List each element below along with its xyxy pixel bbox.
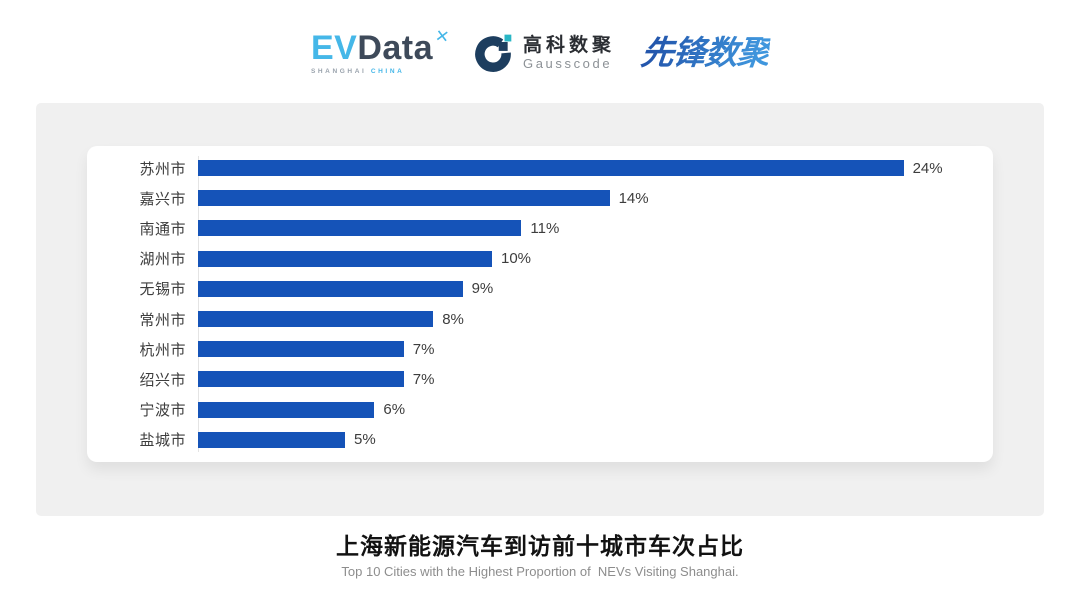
bar-track: 24% bbox=[198, 160, 943, 177]
bar-category-label: 盐城市 bbox=[139, 432, 186, 450]
bar-track: 8% bbox=[198, 311, 464, 328]
evdata-subtext: SHANGHAI CHINA bbox=[311, 68, 404, 75]
bar-category-label: 无锡市 bbox=[139, 281, 186, 299]
bar-value-label: 24% bbox=[912, 159, 943, 177]
bar-track: 11% bbox=[198, 220, 559, 237]
bar-track: 14% bbox=[198, 190, 649, 207]
evdata-wordmark: EVData bbox=[311, 31, 433, 65]
chart-card: 苏州市 24% 嘉兴市 14% 南通市 11% 湖州市 10% 无锡市 9% bbox=[87, 146, 993, 462]
chart-row: 常州市 8% bbox=[87, 304, 993, 334]
bar-chart: 苏州市 24% 嘉兴市 14% 南通市 11% 湖州市 10% 无锡市 9% bbox=[87, 153, 993, 455]
bar bbox=[198, 190, 610, 207]
bar-category-label: 宁波市 bbox=[139, 402, 186, 420]
chart-row: 杭州市 7% bbox=[87, 334, 993, 364]
bar-value-label: 14% bbox=[618, 189, 649, 207]
xianfeng-shuju-logo: 先锋数聚 bbox=[639, 34, 772, 71]
header-logos: EVData ✕ SHANGHAI CHINA 高科数聚 Gausscode 先… bbox=[0, 22, 1080, 84]
bar-value-label: 7% bbox=[412, 370, 435, 388]
bar-track: 10% bbox=[198, 250, 531, 267]
bar bbox=[198, 371, 404, 388]
chart-row: 湖州市 10% bbox=[87, 244, 993, 274]
evdata-subtext-shanghai: SHANGHAI bbox=[310, 68, 367, 75]
chart-title: 上海新能源汽车到访前十城市车次占比 bbox=[336, 533, 744, 559]
gausscode-g-icon bbox=[475, 34, 512, 72]
chart-row: 嘉兴市 14% bbox=[87, 183, 993, 213]
gausscode-logo: 高科数聚 Gausscode bbox=[473, 32, 615, 74]
gausscode-text: 高科数聚 Gausscode bbox=[523, 35, 615, 71]
bar-track: 6% bbox=[198, 401, 405, 418]
evdata-ev-text: EV bbox=[310, 29, 358, 67]
bar bbox=[198, 280, 463, 297]
evdata-data-text: Data bbox=[357, 29, 434, 67]
chart-subtitle: Top 10 Cities with the Highest Proportio… bbox=[341, 564, 739, 579]
bar bbox=[198, 311, 434, 328]
chart-row: 绍兴市 7% bbox=[87, 364, 993, 394]
bar-track: 7% bbox=[198, 371, 434, 388]
bar-value-label: 7% bbox=[412, 340, 435, 358]
chart-row: 无锡市 9% bbox=[87, 274, 993, 304]
chart-row: 苏州市 24% bbox=[87, 153, 993, 183]
chart-row: 宁波市 6% bbox=[87, 395, 993, 425]
bar-track: 5% bbox=[198, 431, 376, 448]
bar-track: 9% bbox=[198, 280, 493, 297]
bar-value-label: 9% bbox=[471, 280, 494, 298]
bar-value-label: 11% bbox=[530, 219, 560, 237]
bar bbox=[198, 341, 404, 358]
bar-category-label: 嘉兴市 bbox=[139, 190, 186, 208]
chart-row: 南通市 11% bbox=[87, 213, 993, 243]
bar bbox=[198, 401, 375, 418]
bar-category-label: 常州市 bbox=[139, 311, 186, 329]
gausscode-en-name: Gausscode bbox=[523, 56, 613, 71]
chart-rows: 苏州市 24% 嘉兴市 14% 南通市 11% 湖州市 10% 无锡市 9% bbox=[87, 153, 993, 455]
evdata-logo: EVData ✕ SHANGHAI CHINA bbox=[311, 26, 450, 75]
bar-value-label: 5% bbox=[354, 431, 376, 449]
bar bbox=[198, 431, 345, 448]
bar-category-label: 苏州市 bbox=[139, 160, 186, 178]
footer: 上海新能源汽车到访前十城市车次占比 Top 10 Cities with the… bbox=[0, 531, 1080, 579]
bar-category-label: 绍兴市 bbox=[139, 371, 186, 389]
bar-category-label: 湖州市 bbox=[139, 251, 186, 269]
evdata-star-icon: ✕ bbox=[433, 26, 451, 47]
chart-row: 盐城市 5% bbox=[87, 425, 993, 455]
evdata-subtext-china: CHINA bbox=[370, 68, 405, 75]
y-axis-line bbox=[198, 156, 199, 452]
bar bbox=[198, 220, 522, 237]
gausscode-cn-name: 高科数聚 bbox=[523, 35, 616, 56]
bar-track: 7% bbox=[198, 341, 434, 358]
bar bbox=[198, 160, 904, 177]
bar-category-label: 南通市 bbox=[139, 220, 186, 238]
bar-value-label: 8% bbox=[442, 310, 464, 328]
bar-category-label: 杭州市 bbox=[139, 341, 186, 359]
bar-value-label: 10% bbox=[501, 250, 532, 268]
bar bbox=[198, 250, 492, 267]
bar-value-label: 6% bbox=[383, 401, 406, 419]
